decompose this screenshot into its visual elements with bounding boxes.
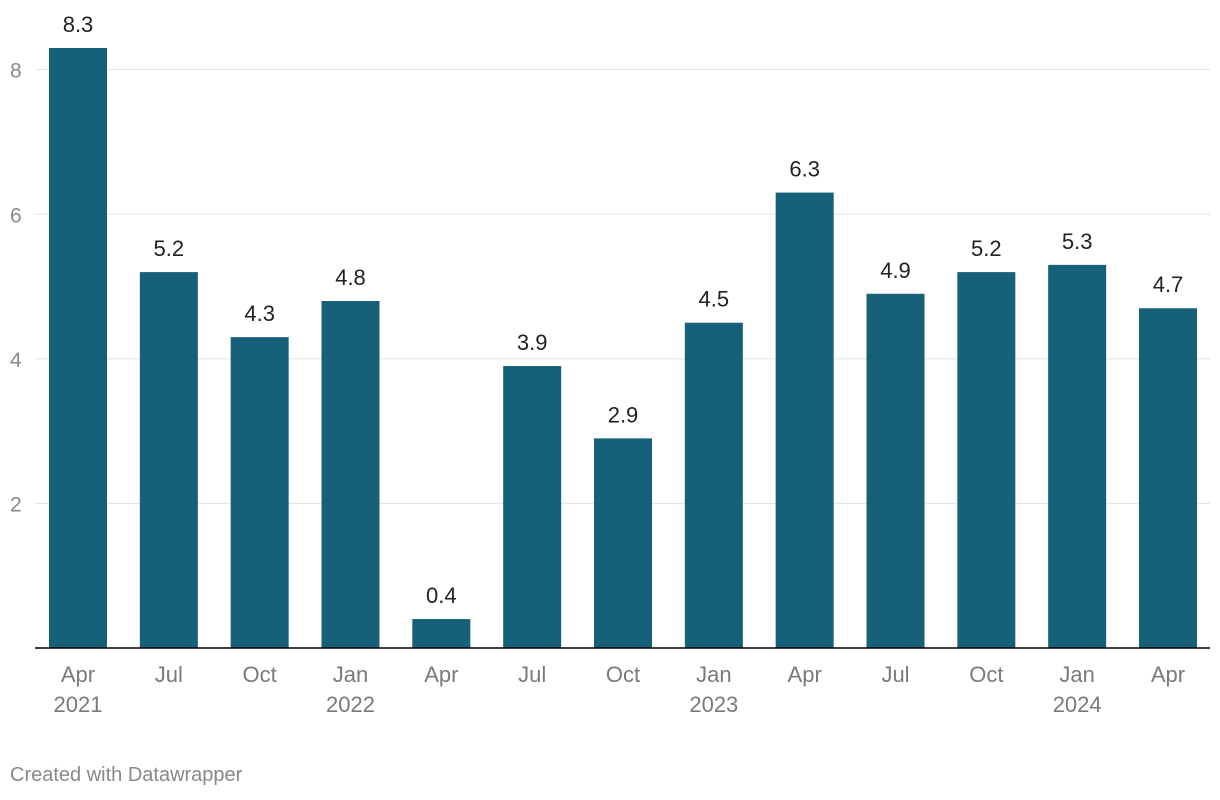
y-tick-label: 2 (10, 493, 22, 516)
data-label: 8.3 (63, 12, 94, 37)
x-axis-ticks: Apr 2021 Jul Oct Jan 2022 Apr Jul Oct Jan 2023 Apr J… (54, 662, 1186, 717)
y-tick-label: 4 (10, 349, 22, 372)
x-tick-label: Apr (61, 662, 95, 687)
x-tick-label: Oct (243, 662, 277, 687)
bar (775, 192, 834, 648)
data-label: 4.9 (880, 258, 911, 283)
data-label: 4.5 (699, 287, 730, 312)
data-label: 0.4 (426, 583, 457, 608)
bar (321, 301, 380, 648)
data-label: 3.9 (517, 330, 548, 355)
y-tick-label: 6 (10, 204, 22, 227)
footer-credit: Created with Datawrapper (10, 764, 243, 786)
bar (503, 366, 562, 648)
y-axis-ticks: 2 4 6 8 (10, 60, 22, 517)
bars (49, 48, 1197, 648)
x-tick-label: Oct (969, 662, 1003, 687)
data-label: 2.9 (608, 402, 639, 427)
x-tick-year-label: 2021 (54, 692, 103, 717)
x-tick-label: Jan (333, 662, 368, 687)
bar (49, 48, 107, 648)
bar (957, 272, 1016, 648)
x-tick-label: Jan (696, 662, 731, 687)
bar (412, 619, 471, 648)
x-tick-label: Jul (881, 662, 909, 687)
y-tick-label: 8 (10, 60, 22, 83)
data-label: 4.7 (1153, 272, 1184, 297)
x-tick-year-label: 2023 (689, 692, 738, 717)
x-tick-year-label: 2022 (326, 692, 375, 717)
x-tick-label: Jan (1059, 662, 1094, 687)
x-tick-label: Apr (424, 662, 458, 687)
data-label: 4.8 (335, 265, 366, 290)
data-labels: 8.3 5.2 4.3 4.8 0.4 3.9 2.9 4.5 6.3 4.9 5.2 5.3 4.7 (63, 12, 1184, 608)
bar (1139, 308, 1197, 648)
x-tick-label: Jul (155, 662, 183, 687)
data-label: 5.2 (971, 236, 1002, 261)
data-label: 6.3 (789, 157, 820, 182)
x-tick-label: Oct (606, 662, 640, 687)
data-label: 5.3 (1062, 229, 1093, 254)
x-tick-year-label: 2024 (1053, 692, 1102, 717)
bar (1048, 264, 1107, 648)
data-label: 4.3 (244, 301, 275, 326)
bar (230, 337, 289, 648)
bar (139, 272, 198, 648)
bar (594, 438, 652, 648)
bar (684, 322, 743, 648)
x-tick-label: Apr (788, 662, 822, 687)
x-tick-label: Apr (1151, 662, 1185, 687)
bar (866, 293, 925, 648)
x-tick-label: Jul (518, 662, 546, 687)
data-label: 5.2 (154, 236, 185, 261)
